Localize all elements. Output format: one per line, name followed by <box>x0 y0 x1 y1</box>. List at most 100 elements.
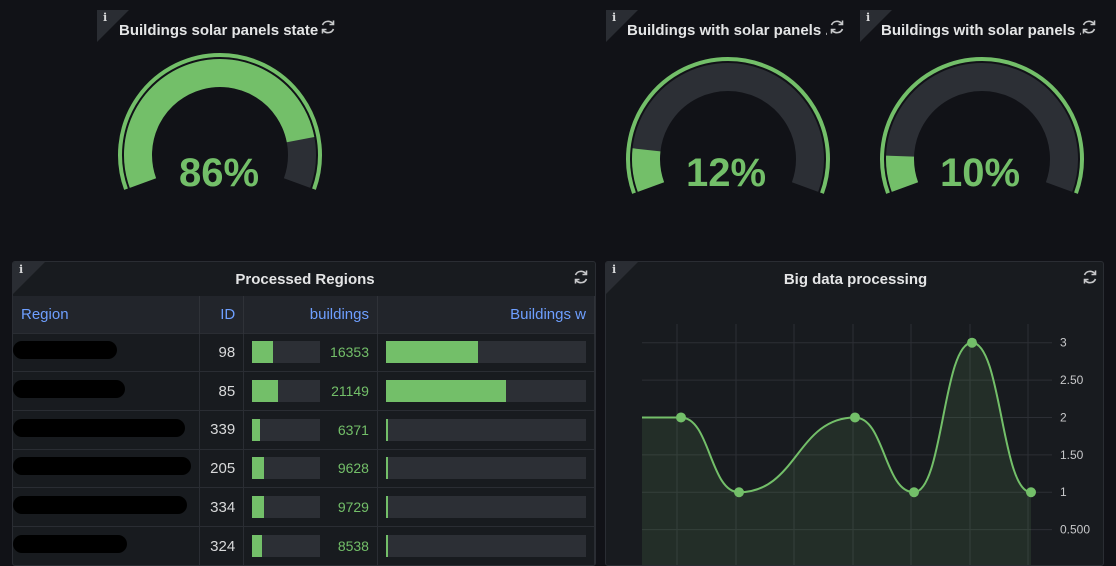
gauge-track <box>632 63 824 192</box>
panel-title: Big data processing <box>783 271 928 288</box>
buildings-bar-fill <box>252 341 273 364</box>
panel-title: Buildings solar panels state... <box>119 22 319 39</box>
gauge-value: 12% <box>685 151 767 195</box>
redacted-region-name <box>13 535 127 554</box>
info-icon[interactable]: i <box>19 263 24 276</box>
buildings-bar-fill <box>252 496 264 519</box>
buildings-with-bar-fill <box>385 496 388 519</box>
table-header-row: Region ID buildings Buildings w <box>13 296 595 333</box>
column-header-buildings-with[interactable]: Buildings w <box>377 296 595 333</box>
buildings-bar-fill <box>252 380 279 403</box>
gauge-chart <box>880 57 1084 194</box>
buildings-with-bar-fill <box>385 418 388 441</box>
redacted-region-name <box>13 457 191 476</box>
id-cell: 339 <box>199 409 245 450</box>
gauge-value: 86% <box>178 151 260 195</box>
region-cell <box>13 487 200 527</box>
gauge-value-arc <box>632 148 665 192</box>
info-icon[interactable]: i <box>866 11 871 24</box>
buildings-with-bar <box>385 535 586 558</box>
buildings-bar <box>252 457 321 480</box>
data-point[interactable] <box>676 412 686 423</box>
buildings-bar-fill <box>252 457 264 480</box>
y-tick-label: 2 <box>1060 410 1067 424</box>
data-point[interactable] <box>909 487 919 498</box>
info-corner[interactable] <box>860 10 892 42</box>
buildings-value: 21149 <box>331 383 369 400</box>
info-corner[interactable] <box>606 262 638 294</box>
buildings-cell: 21149 <box>243 371 378 411</box>
gauge-panel-state: i Buildings solar panels state... 86% <box>97 10 347 225</box>
buildings-with-bar-fill <box>385 341 478 364</box>
refresh-icon[interactable] <box>828 18 846 36</box>
buildings-value: 9729 <box>337 499 369 516</box>
id-cell: 98 <box>199 332 245 372</box>
column-header-id[interactable]: ID <box>199 296 245 333</box>
data-point[interactable] <box>850 412 860 423</box>
info-corner[interactable] <box>97 10 129 42</box>
buildings-with-cell <box>377 448 595 488</box>
buildings-bar <box>252 418 321 441</box>
panel-title: Buildings with solar panels ... <box>881 22 1081 39</box>
gauge-panel-with-solar-1: i Buildings with solar panels ... 12% <box>606 10 852 225</box>
info-icon[interactable]: i <box>103 11 108 24</box>
buildings-with-bar <box>385 341 586 364</box>
regions-table: Region ID buildings Buildings w 98 16353 8… <box>13 296 595 565</box>
data-point[interactable] <box>967 337 977 348</box>
gauge-value-arc <box>124 59 315 188</box>
column-header-buildings[interactable]: buildings <box>243 296 378 333</box>
buildings-bar-fill <box>252 418 260 441</box>
refresh-icon[interactable] <box>572 268 590 286</box>
panel-title: Buildings with solar panels ... <box>627 22 827 39</box>
region-cell <box>13 525 200 565</box>
region-cell <box>13 448 200 488</box>
table-row: 334 9729 <box>13 487 595 527</box>
buildings-cell: 16353 <box>243 332 378 372</box>
region-cell <box>13 409 200 450</box>
info-icon[interactable]: i <box>612 263 617 276</box>
y-tick-label: 1 <box>1060 485 1067 499</box>
buildings-with-cell <box>377 371 595 411</box>
table-row: 339 6371 <box>13 409 595 450</box>
buildings-with-bar <box>385 418 586 441</box>
buildings-value: 9628 <box>337 460 369 477</box>
series-area <box>642 342 1031 565</box>
buildings-with-cell <box>377 525 595 565</box>
refresh-icon[interactable] <box>1081 268 1099 286</box>
gauge-chart <box>626 57 830 194</box>
buildings-with-cell <box>377 332 595 372</box>
id-cell: 324 <box>199 525 245 565</box>
buildings-with-bar-fill <box>385 457 388 480</box>
table-row: 324 8538 <box>13 525 595 565</box>
y-tick-label: 1.50 <box>1060 448 1084 462</box>
gauge-threshold-arc <box>118 53 322 190</box>
info-icon[interactable]: i <box>612 11 617 24</box>
region-cell <box>13 371 200 411</box>
refresh-icon[interactable] <box>1080 18 1098 36</box>
data-point[interactable] <box>734 487 744 498</box>
y-tick-label: 2.50 <box>1060 373 1084 387</box>
refresh-icon[interactable] <box>319 18 337 36</box>
buildings-bar <box>252 535 321 558</box>
redacted-region-name <box>13 341 117 360</box>
gauge-chart <box>118 53 322 190</box>
table-row: 98 16353 <box>13 332 595 372</box>
gauge-track <box>886 63 1078 192</box>
info-corner[interactable] <box>606 10 638 42</box>
buildings-bar <box>252 496 321 519</box>
info-corner[interactable] <box>13 262 45 294</box>
data-point[interactable] <box>1026 487 1036 498</box>
gauge-threshold-arc <box>626 57 830 194</box>
column-header-region[interactable]: Region <box>13 296 200 333</box>
id-cell: 334 <box>199 487 245 527</box>
redacted-region-name <box>13 418 185 437</box>
buildings-bar <box>252 341 321 364</box>
buildings-cell: 9628 <box>243 448 378 488</box>
processed-regions-panel: i Processed Regions Region ID buildings … <box>12 261 596 566</box>
buildings-value: 16353 <box>330 344 369 361</box>
gauge-panel-with-solar-2: i Buildings with solar panels ... 10% <box>860 10 1106 225</box>
gauge-value: 10% <box>939 151 1021 195</box>
gauge-threshold-arc <box>880 57 1084 194</box>
buildings-with-cell <box>377 487 595 527</box>
id-cell: 205 <box>199 448 245 488</box>
